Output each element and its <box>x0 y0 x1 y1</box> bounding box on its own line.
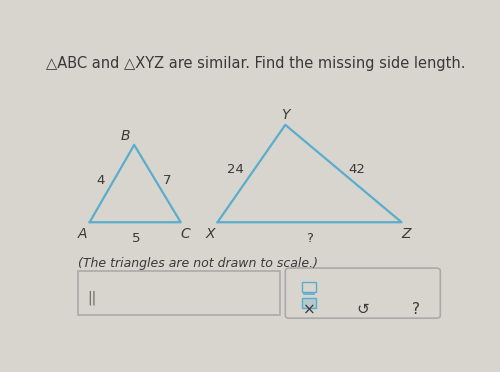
Text: B: B <box>121 129 130 143</box>
Text: (The triangles are not drawn to scale.): (The triangles are not drawn to scale.) <box>78 257 318 270</box>
Text: 24: 24 <box>226 163 244 176</box>
FancyBboxPatch shape <box>78 271 280 315</box>
Text: C: C <box>180 227 190 241</box>
FancyBboxPatch shape <box>302 298 316 308</box>
FancyBboxPatch shape <box>286 268 440 318</box>
Text: △ABC and △XYZ are similar. Find the missing side length.: △ABC and △XYZ are similar. Find the miss… <box>46 56 466 71</box>
Text: X: X <box>206 227 216 241</box>
Text: ||: || <box>88 291 97 305</box>
Text: Y: Y <box>281 108 289 122</box>
Text: 5: 5 <box>132 232 140 245</box>
Text: 7: 7 <box>163 174 172 187</box>
Text: ↺: ↺ <box>356 302 369 317</box>
Text: Z: Z <box>402 227 411 241</box>
Text: 42: 42 <box>348 163 365 176</box>
Text: 4: 4 <box>96 174 104 187</box>
Text: ?: ? <box>412 302 420 317</box>
Text: ×: × <box>304 302 316 317</box>
Text: A: A <box>78 227 88 241</box>
Text: ?: ? <box>306 232 313 245</box>
